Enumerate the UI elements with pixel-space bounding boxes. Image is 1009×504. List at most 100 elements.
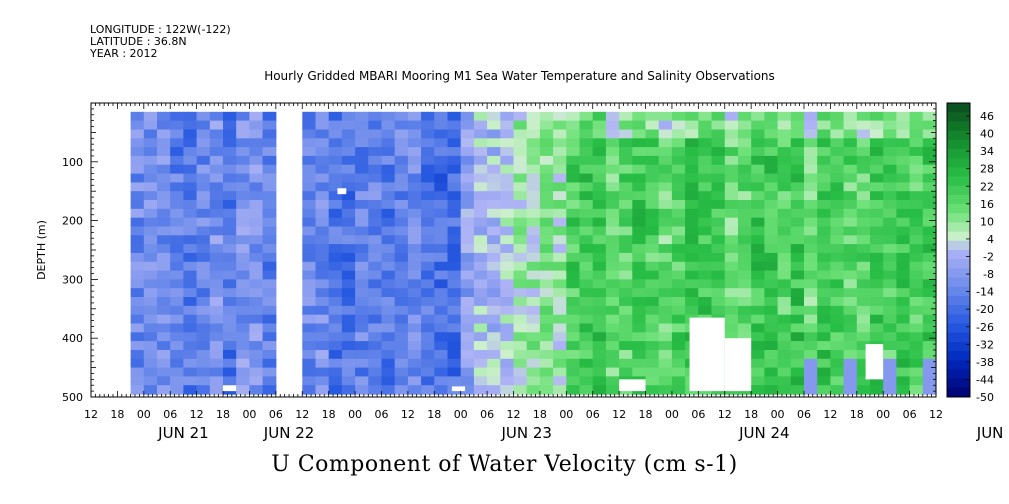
heatmap-cell <box>223 200 237 210</box>
heatmap-cell <box>368 191 383 201</box>
heatmap-cell <box>170 297 184 307</box>
heatmap-cell <box>619 288 633 298</box>
heatmap-cell <box>909 155 924 166</box>
heatmap-cell <box>658 376 673 386</box>
heatmap-cell <box>539 279 554 289</box>
heatmap-cell <box>764 297 779 307</box>
x-hour-label: 18 <box>216 408 230 421</box>
heatmap-cell <box>751 138 765 148</box>
heatmap-cell <box>262 350 277 360</box>
heatmap-cell <box>328 191 343 201</box>
heatmap-cell <box>658 297 673 307</box>
heatmap-cell <box>170 138 184 148</box>
colorbar-segment <box>947 194 970 205</box>
heatmap-cell <box>183 314 198 325</box>
heatmap-cell <box>605 261 620 272</box>
heatmap-cell <box>909 200 924 210</box>
heatmap-cell <box>196 376 211 386</box>
heatmap-cell <box>539 376 554 386</box>
heatmap-cell <box>777 367 792 377</box>
heatmap-cell <box>751 155 765 166</box>
heatmap-cell <box>407 350 422 360</box>
heatmap-cell <box>262 332 277 342</box>
heatmap-cell <box>394 129 409 139</box>
heatmap-cell <box>817 120 831 130</box>
heatmap-cell <box>539 164 554 175</box>
heatmap-cell <box>460 367 475 377</box>
heatmap-cell <box>724 252 739 263</box>
heatmap-cell <box>817 288 831 298</box>
heatmap-cell <box>183 270 198 280</box>
x-hour-label: 12 <box>295 408 309 421</box>
heatmap-cell <box>896 217 911 228</box>
heatmap-cell <box>196 147 211 157</box>
heatmap-cell <box>368 155 383 166</box>
heatmap-cell <box>804 173 818 183</box>
heatmap-cell <box>421 261 435 272</box>
heatmap-cell <box>328 147 343 157</box>
heatmap-cell <box>368 314 383 325</box>
heatmap-cell <box>870 305 884 316</box>
heatmap-cell <box>579 332 594 342</box>
heatmap-cell <box>381 235 396 245</box>
heatmap-cell <box>209 200 224 210</box>
heatmap-cell <box>183 323 198 333</box>
heatmap-cell <box>249 147 264 157</box>
heatmap-cell <box>566 270 581 280</box>
heatmap-cell <box>764 261 779 272</box>
heatmap-cell <box>130 288 145 298</box>
heatmap-cell <box>592 252 607 263</box>
heatmap-cell <box>460 164 475 175</box>
heatmap-cell <box>896 314 911 325</box>
heatmap-cell <box>711 279 726 289</box>
heatmap-cell <box>592 341 607 351</box>
heatmap-cell <box>209 120 224 130</box>
heatmap-cell <box>302 182 317 192</box>
heatmap-cell <box>196 155 211 166</box>
colorbar-segment <box>947 103 970 113</box>
heatmap-cell <box>183 182 198 192</box>
heatmap-cell <box>764 120 779 130</box>
missing-data-patch <box>337 188 347 195</box>
heatmap-cell <box>223 217 237 228</box>
heatmap-cell <box>909 138 924 148</box>
heatmap-cell <box>381 217 396 228</box>
heatmap-cell <box>764 129 779 139</box>
heatmap-cell <box>592 261 607 272</box>
heatmap-cell <box>434 147 449 157</box>
heatmap-cell <box>183 367 198 377</box>
heatmap-cell <box>804 164 818 175</box>
heatmap-cell <box>751 341 765 351</box>
heatmap-cell <box>170 305 184 316</box>
heatmap-cell <box>592 350 607 360</box>
heatmap-cell <box>223 147 237 157</box>
heatmap-cell <box>157 314 171 325</box>
heatmap-cell <box>883 200 897 210</box>
heatmap-cell <box>870 252 884 263</box>
heatmap-cell <box>421 297 435 307</box>
heatmap-cell <box>843 252 858 263</box>
heatmap-cell <box>143 155 158 166</box>
heatmap-cell <box>315 111 330 122</box>
heatmap-cell <box>500 235 515 245</box>
heatmap-cell <box>830 217 845 228</box>
heatmap-cell <box>407 244 422 254</box>
heatmap-cell <box>579 305 594 316</box>
heatmap-cell <box>724 147 739 157</box>
heatmap-cell <box>341 358 356 369</box>
heatmap-cell <box>804 350 818 360</box>
heatmap-cell <box>341 164 356 175</box>
heatmap-cell <box>645 350 660 360</box>
heatmap-cell <box>605 173 620 183</box>
heatmap-cell <box>856 297 871 307</box>
heatmap-cell <box>645 182 660 192</box>
heatmap-cell <box>605 182 620 192</box>
heatmap-cell <box>804 376 818 386</box>
heatmap-cell <box>711 305 726 316</box>
heatmap-cell <box>843 270 858 280</box>
heatmap-cell <box>632 297 647 307</box>
heatmap-cell <box>328 305 343 316</box>
heatmap-cell <box>539 305 554 316</box>
heatmap-cell <box>196 323 211 333</box>
x-date-label: JUN 24 <box>738 424 789 442</box>
